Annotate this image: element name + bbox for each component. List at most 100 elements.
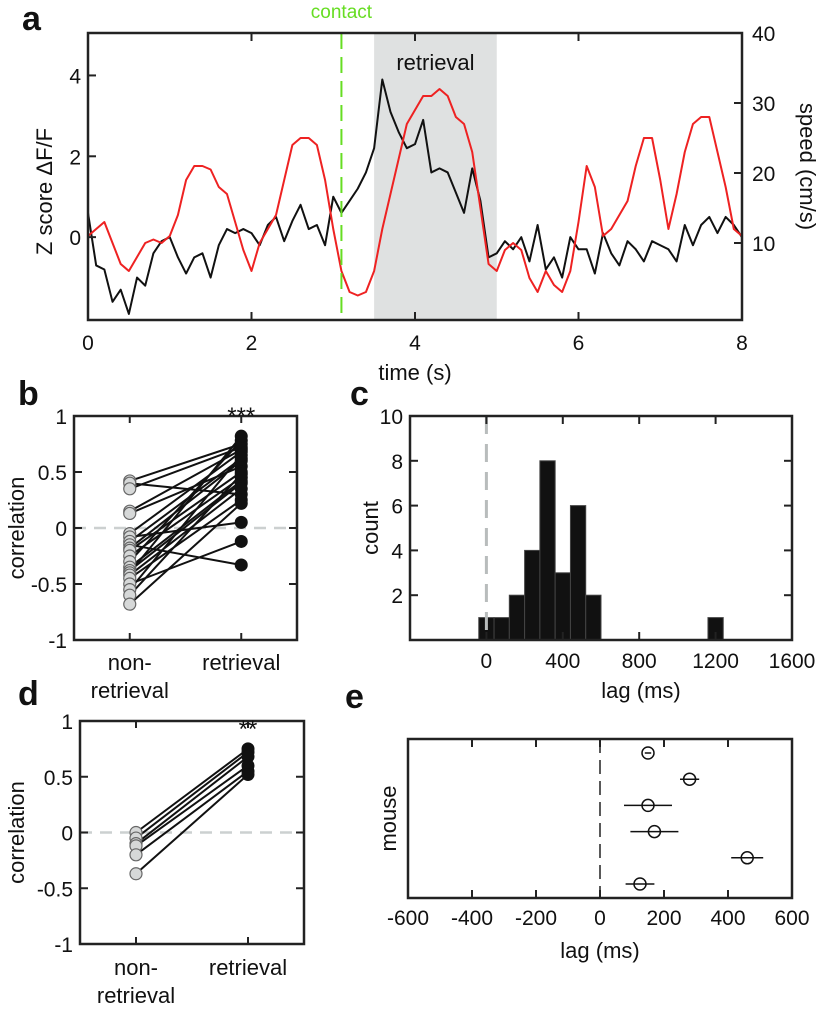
histogram-bar [585, 594, 602, 641]
histogram-bar [524, 549, 541, 641]
non-retrieval-point [123, 597, 137, 611]
x-axis-label: lag (ms) [560, 938, 639, 963]
pair-line [129, 482, 242, 496]
pair-line [135, 748, 249, 834]
y-tick-label: -1 [48, 630, 67, 653]
x-tick-label: 200 [646, 907, 681, 930]
pair-line [135, 770, 249, 856]
histogram-bar [569, 505, 587, 641]
y-tick-label: 6 [391, 496, 403, 519]
x-tick-label: 400 [710, 907, 745, 930]
x-tick-label: 2 [246, 332, 258, 355]
pair-line [135, 764, 249, 847]
panel-letter-a: a [22, 0, 42, 38]
x-tick-label: -200 [515, 907, 557, 930]
y-tick-label: 2 [391, 585, 403, 608]
x-tick-label: 8 [736, 332, 748, 355]
y-tick-label: -0.5 [37, 878, 73, 901]
pair-line [128, 435, 243, 574]
mouse-mean-point [641, 746, 655, 760]
panel-letter-b: b [18, 375, 39, 413]
y-tick-label: 10 [380, 406, 403, 429]
y-tick-label: 4 [391, 540, 403, 563]
y-axis-label: correlation [4, 781, 29, 884]
panel-letter-d: d [18, 675, 39, 713]
retrieval-shade [374, 33, 497, 320]
retrieval-point [241, 750, 255, 764]
panel-b: -1 -0.5 0 0.5 1 non-retrieval retrieval *** corr… [4, 403, 299, 703]
mouse-mean-point [633, 877, 647, 891]
retrieval-point [234, 482, 248, 496]
mouse-mean-point [641, 798, 655, 813]
x-tick-label: 800 [622, 650, 657, 673]
pair-line [129, 482, 242, 572]
category-label: non- [108, 650, 152, 675]
x-axis-label: time (s) [378, 360, 451, 385]
panel-letter-c: c [350, 375, 369, 413]
pair-line [129, 476, 242, 557]
x-tick-label: 0 [481, 650, 493, 673]
category-label: retrieval [91, 678, 169, 703]
zscore-trace [87, 78, 743, 315]
mouse-mean-point [682, 772, 697, 786]
y-tick-label: 1 [55, 406, 67, 429]
y-tick-label: 1 [61, 711, 73, 734]
histogram-bar [554, 572, 571, 641]
non-retrieval-point [123, 506, 137, 521]
y-axis-label: mouse [376, 785, 401, 851]
y-axis-label: Z score ΔF/F [32, 128, 57, 255]
y-axis-label-right: speed (cm/s) [795, 103, 820, 230]
pair-line [129, 502, 242, 605]
pair-line [129, 471, 242, 552]
retrieval-point [234, 515, 248, 529]
x-tick-label: 400 [545, 650, 580, 673]
pair-line [135, 755, 249, 845]
pair-line [135, 773, 249, 875]
pair-line [129, 499, 242, 580]
x-tick-label: 1200 [692, 650, 739, 673]
pair-line [129, 451, 242, 535]
pair-line [128, 454, 243, 591]
y-tick-label-right: 40 [752, 23, 775, 46]
retrieval-point [241, 768, 255, 782]
x-tick-label: -400 [451, 907, 493, 930]
y-tick-label: 0 [61, 823, 73, 846]
y-tick-label: 0.5 [38, 462, 67, 485]
pair-line [135, 751, 249, 839]
panel-e: -600 -400 -200 0 200 400 600 lag (ms) mouse [376, 737, 810, 963]
y-tick-label: -0.5 [31, 574, 67, 597]
mouse-mean-point [740, 851, 754, 865]
significance-stars: *** [227, 403, 255, 430]
histogram-bar [508, 594, 526, 641]
y-axis-label: count [358, 501, 383, 555]
speed-trace [87, 88, 743, 297]
histogram-bar [493, 617, 510, 641]
panel-letter-e: e [345, 678, 364, 716]
axes-box [408, 414, 794, 642]
pair-line [129, 540, 242, 585]
y-tick-label: -1 [54, 934, 73, 957]
x-tick-label: 0 [594, 907, 606, 930]
pair-line [129, 446, 242, 490]
non-retrieval-point [123, 482, 137, 496]
x-tick-label: 0 [82, 332, 94, 355]
pair-line [129, 439, 242, 563]
non-retrieval-point [129, 867, 143, 881]
x-tick-label: 1600 [769, 650, 816, 673]
panel-c: 0 400 800 1200 1600 2 4 6 8 10 lag (ms) count [358, 406, 815, 703]
retrieval-label: retrieval [396, 50, 474, 75]
y-tick-label: 2 [69, 146, 81, 169]
category-label: retrieval [202, 650, 280, 675]
y-tick-label: 4 [69, 65, 81, 88]
x-tick-label: 6 [573, 332, 585, 355]
retrieval-point [234, 496, 248, 510]
y-tick-label-right: 20 [752, 163, 775, 186]
panel-d: -1 -0.5 0 0.5 1 non-retrieval retrieval ** corre… [4, 711, 306, 1008]
y-tick-label-right: 30 [752, 93, 775, 116]
pair-line [129, 443, 242, 482]
retrieval-point [234, 467, 248, 481]
y-tick-label: 8 [391, 451, 403, 474]
contact-label: contact [311, 2, 373, 23]
category-label: non- [114, 955, 158, 980]
